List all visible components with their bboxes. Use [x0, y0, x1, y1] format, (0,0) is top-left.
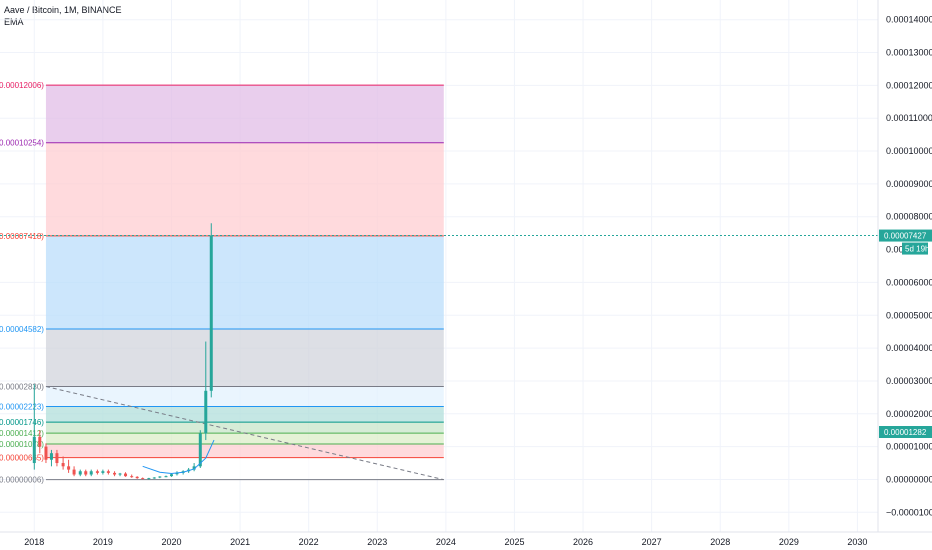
- y-tick-label: 0.00005000: [886, 310, 932, 320]
- fib-band: [45, 235, 444, 329]
- current-price-value: 0.00007427: [884, 232, 927, 241]
- y-tick-label: 0.00002000: [886, 409, 932, 419]
- x-tick-label: 2023: [367, 537, 387, 547]
- candles: [32, 223, 213, 480]
- y-tick-label: 0.00009000: [886, 179, 932, 189]
- fib-level-label: 2.618(0.00007418): [0, 232, 44, 241]
- candle-body[interactable]: [101, 471, 105, 473]
- fib-level-label: 0.236(0.00000665): [0, 454, 44, 463]
- y-tick-label: 0.00014000: [886, 15, 932, 25]
- fib-band: [45, 457, 444, 480]
- current-price-badge: [879, 229, 932, 242]
- candle-body[interactable]: [44, 446, 48, 460]
- x-tick-label: 2028: [710, 537, 730, 547]
- trend-line-group: [45, 386, 444, 481]
- y-tick-label: 0.00012000: [886, 80, 932, 90]
- x-tick-label: 2019: [93, 537, 113, 547]
- fib-level-label: 0.382(0.00001078): [0, 440, 44, 449]
- fib-band: [45, 433, 444, 445]
- x-tick-label: 2020: [161, 537, 181, 547]
- fib-band: [45, 328, 444, 387]
- fib-level-label: 0.618(0.00001746): [0, 418, 44, 427]
- candle-body[interactable]: [55, 453, 59, 464]
- y-tick-label: 0.00003000: [886, 376, 932, 386]
- candle-body[interactable]: [175, 472, 179, 475]
- candle-body[interactable]: [84, 471, 88, 475]
- time-axis-bg: [0, 532, 932, 550]
- y-tick-label: 0.00006000: [886, 277, 932, 287]
- fib-level-label: 1.618(0.00004582): [0, 325, 44, 334]
- candle-body[interactable]: [130, 476, 134, 478]
- candle-body[interactable]: [106, 471, 110, 473]
- candle-body[interactable]: [164, 476, 168, 478]
- y-tick-label: −0.00001000: [886, 507, 932, 517]
- price-axis-bg: [878, 0, 932, 550]
- candle-body[interactable]: [135, 476, 139, 479]
- candle-body[interactable]: [38, 436, 42, 447]
- y-tick-label: 0.00004000: [886, 343, 932, 353]
- ema-line-group: [142, 439, 215, 475]
- x-tick-label: 2026: [573, 537, 593, 547]
- x-tick-label: 2025: [504, 537, 524, 547]
- symbol-title[interactable]: Aave / Bitcoin, 1M, BINANCE: [4, 5, 122, 15]
- x-tick-label: 2024: [436, 537, 456, 547]
- y-tick-label: 0.00000000: [886, 474, 932, 484]
- candle-body[interactable]: [72, 469, 76, 475]
- fib-level-label: 0.5(0.00001412): [0, 429, 44, 438]
- candle-body[interactable]: [204, 390, 208, 434]
- second-price-badge: [879, 426, 932, 438]
- candle-body[interactable]: [78, 471, 82, 475]
- candle-body[interactable]: [89, 471, 93, 475]
- fib-band: [45, 406, 444, 423]
- candle-body[interactable]: [192, 466, 196, 470]
- candle-body[interactable]: [158, 476, 162, 478]
- candle-body[interactable]: [198, 433, 202, 467]
- countdown-value: 5d 19h: [905, 245, 929, 254]
- fib-band: [45, 386, 444, 407]
- trend-line[interactable]: [45, 386, 444, 481]
- candle-body[interactable]: [124, 473, 128, 477]
- candle-body[interactable]: [49, 453, 53, 460]
- indicator-label[interactable]: EMA: [4, 17, 24, 27]
- fib-level-label: 3.618(0.00010254): [0, 139, 44, 148]
- candle-body[interactable]: [67, 466, 71, 470]
- candle-body[interactable]: [118, 473, 122, 475]
- candle-body[interactable]: [113, 472, 117, 475]
- x-tick-label: 2018: [24, 537, 44, 547]
- x-tick-label: 2021: [230, 537, 250, 547]
- y-tick-label: 0.00001000: [886, 442, 932, 452]
- y-tick-label: 0.00010000: [886, 146, 932, 156]
- candle-body[interactable]: [147, 478, 151, 480]
- x-tick-label: 2022: [299, 537, 319, 547]
- fib-band: [45, 422, 444, 434]
- x-tick-label: 2030: [847, 537, 867, 547]
- countdown-badge: [902, 242, 928, 255]
- ema-line[interactable]: [142, 439, 215, 475]
- y-tick-label: 0.00011000: [886, 113, 932, 123]
- y-tick-label: 0.00013000: [886, 48, 932, 58]
- x-tick-label: 2027: [642, 537, 662, 547]
- candle-body[interactable]: [32, 436, 36, 464]
- partial-y-label: 0.00: [886, 245, 904, 255]
- chart-header: Aave / Bitcoin, 1M, BINANCE EMA: [4, 4, 122, 28]
- fib-level-label: 4.236(0.00012006): [0, 81, 44, 90]
- second-price-value: 0.00001282: [884, 428, 927, 437]
- fib-level-label: 0(−0.00000006): [0, 476, 44, 485]
- fib-level-label: 1(0.00002830): [0, 383, 44, 392]
- candle-body[interactable]: [209, 235, 213, 391]
- y-tick-label: 0.00008000: [886, 212, 932, 222]
- fib-band: [45, 142, 444, 236]
- fib-level-label: 0.786(0.00002223): [0, 402, 44, 411]
- candle-body[interactable]: [141, 478, 145, 480]
- fib-extension: 4.236(0.00012006) 3.618(0.00010254) 2.618(…: [0, 81, 444, 485]
- candle-body[interactable]: [169, 474, 173, 477]
- x-tick-label: 2029: [779, 537, 799, 547]
- fib-band: [45, 85, 444, 143]
- candle-body[interactable]: [95, 471, 99, 473]
- candle-body[interactable]: [152, 477, 156, 479]
- candle-body[interactable]: [61, 463, 65, 467]
- fib-band: [45, 444, 444, 458]
